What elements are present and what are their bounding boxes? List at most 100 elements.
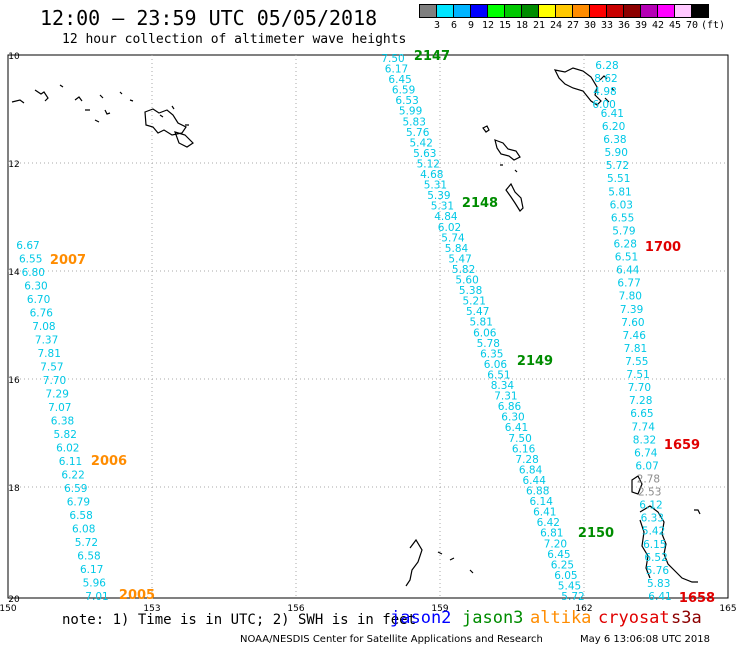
color-scale-labels: 3 6 9 12 15 18 21 24 27 30 33 36 39 42 45 70 (ft) (420, 18, 725, 32)
swh-value: 6.76 (30, 308, 54, 320)
swh-value: 8.32 (633, 434, 656, 446)
swh-value: 8.34 (491, 380, 515, 392)
footer-note: note: 1) Time is in UTC; 2) SWH is in fe… (62, 612, 417, 628)
swh-value: 6.45 (547, 549, 570, 561)
swh-value: 6.02 (438, 222, 461, 234)
time-marks: 2007 2006 2005 2147 2148 2149 2150 1700 1659 1658 (50, 49, 715, 606)
legend-item-s3a: s3a (671, 608, 702, 628)
swh-value: 7.37 (35, 335, 58, 347)
swh-value: 6.15 (643, 539, 666, 551)
swh-value: 7.46 (623, 330, 647, 342)
swh-value: 6.17 (80, 564, 103, 576)
swh-value: 5.78 (477, 338, 500, 350)
coastline-southeast (631, 475, 701, 583)
swh-value: 6.53 (395, 95, 418, 107)
swh-value: 6.44 (616, 265, 640, 277)
lat-label: 14 (8, 268, 20, 278)
swh-value: 6.06 (473, 327, 497, 339)
swh-value: 5.42 (642, 526, 665, 538)
legend-item-cryosat: cryosat (598, 608, 670, 628)
swh-value: 7.50 (508, 433, 531, 445)
swh-value: 6.05 (554, 570, 577, 582)
swh-value: 5.76 (406, 127, 430, 139)
swh-value: 5.60 (455, 275, 478, 287)
color-scale-label: 6 (450, 20, 458, 31)
swh-value: 6.33 (641, 513, 664, 525)
lon-label: 165 (719, 604, 736, 614)
swh-value: 7.07 (48, 402, 71, 414)
swh-value: 6.55 (611, 212, 634, 224)
swh-value: 5.81 (470, 317, 493, 329)
swh-value: 5.31 (431, 201, 454, 213)
swh-value: 6.28 (595, 60, 618, 72)
swh-value: 6.55 (19, 254, 42, 266)
legend-item-altika: altika (530, 608, 592, 628)
swh-value: 7.20 (544, 538, 567, 550)
swh-value: 6.25 (551, 559, 574, 571)
color-scale-label: 21 (532, 20, 546, 31)
swh-value: 5.63 (413, 148, 436, 160)
lat-label: 12 (8, 160, 19, 170)
swh-value: 6.88 (526, 486, 549, 498)
color-scale-label: 45 (668, 20, 682, 31)
color-scale-label: 70 (685, 20, 699, 31)
color-scale-label: 3 (433, 20, 441, 31)
lat-label: 18 (8, 484, 20, 494)
coastline-marshall (482, 125, 524, 212)
credit-text: NOAA/NESDIS Center for Satellite Applica… (240, 634, 543, 645)
time-mark: 1659 (664, 438, 700, 453)
swh-value: 6.58 (77, 551, 100, 563)
swh-value: 7.70 (43, 375, 66, 387)
swh-value: 7.29 (46, 389, 69, 401)
color-scale-label: 12 (481, 20, 495, 31)
legend-item-jason3: jason3 (462, 608, 524, 628)
lon-label: 162 (575, 604, 592, 614)
color-scale-label: 24 (549, 20, 563, 31)
swh-value: 7.57 (40, 362, 63, 374)
map-grid (8, 55, 728, 598)
map-frame (7, 54, 729, 599)
coastline-northeast (553, 67, 615, 106)
swh-value: 5.42 (410, 137, 433, 149)
legend-item-jason2: jason2 (390, 608, 452, 628)
swh-value: 6.41 (601, 108, 624, 120)
lat-label: 10 (8, 52, 20, 62)
swh-value: 6.86 (498, 401, 522, 413)
swh-value: 7.70 (628, 382, 651, 394)
swh-value: 5.74 (441, 232, 465, 244)
swh-value: 6.44 (523, 475, 547, 487)
swh-value: 6.20 (602, 121, 625, 133)
lon-label: 159 (431, 604, 448, 614)
swh-value: 7.31 (494, 391, 517, 403)
time-mark: 2150 (578, 526, 614, 541)
coastline-chuuk (144, 108, 194, 148)
swh-value: 5.79 (612, 225, 635, 237)
swh-value: 6.70 (27, 294, 50, 306)
swh-value: 2.78 (637, 474, 660, 486)
swh-value: 7.55 (625, 356, 648, 368)
color-scale-label: 18 (515, 20, 529, 31)
swh-value: 6.38 (603, 134, 626, 146)
swh-value: 2.53 (638, 487, 661, 499)
swh-value: 6.77 (617, 278, 640, 290)
color-scale-label: 39 (634, 20, 648, 31)
swh-value: 7.39 (620, 304, 643, 316)
lon-label: 150 (0, 604, 17, 614)
swh-value: 6.42 (537, 517, 560, 529)
lon-label: 153 (143, 604, 160, 614)
swh-value: 5.38 (459, 285, 482, 297)
swh-value: 6.41 (533, 507, 556, 519)
swh-value: 6.35 (480, 348, 503, 360)
coastline-west-islands (11, 84, 111, 123)
lon-label: 156 (287, 604, 304, 614)
swh-value: 5.83 (403, 116, 426, 128)
swh-value: 5.47 (466, 306, 489, 318)
swh-value: 8.62 (594, 73, 617, 85)
coastlines (11, 67, 701, 587)
swh-value: 6.16 (512, 443, 536, 455)
swh-value: 5.90 (605, 147, 628, 159)
swh-value: 7.50 (381, 53, 404, 65)
coastline-south-center (405, 538, 474, 587)
swh-value: 6.51 (487, 370, 510, 382)
